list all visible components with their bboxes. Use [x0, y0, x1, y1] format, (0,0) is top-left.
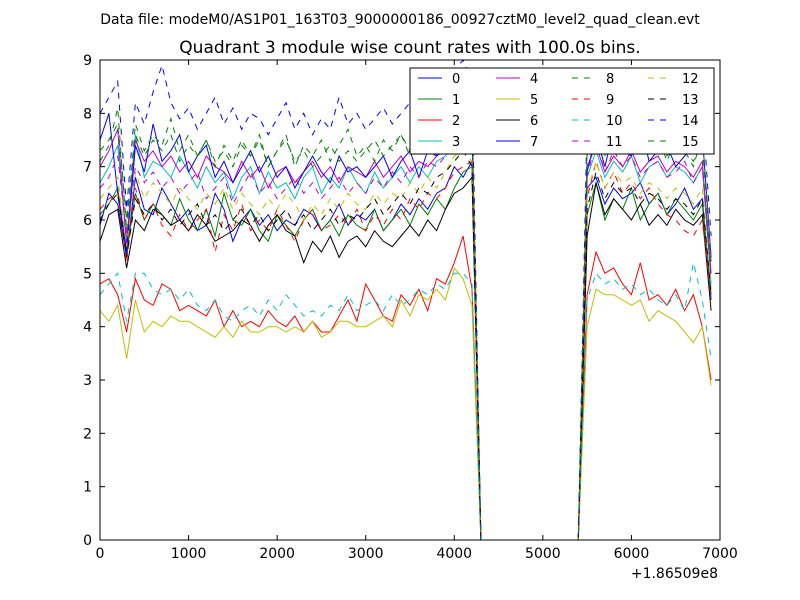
x-tick-label: 3000 [348, 546, 384, 562]
series-line-5 [100, 266, 712, 540]
legend-entry-3: 3 [418, 135, 460, 150]
x-tick-label: 5000 [525, 546, 561, 562]
x-offset-label: +1.86509e8 [631, 566, 718, 582]
legend-entry-1: 1 [418, 93, 460, 108]
x-tick-label: 1000 [171, 546, 207, 562]
y-tick-label: 2 [83, 426, 92, 442]
data-file-label: Data file: modeM0/AS1P01_163T03_90000001… [100, 12, 700, 28]
y-tick-label: 5 [83, 266, 92, 282]
series-line-11 [100, 123, 712, 540]
series-line-12 [100, 150, 712, 540]
series-line-2 [100, 235, 712, 540]
series-line-14 [100, 60, 712, 540]
series-line-10 [100, 262, 712, 540]
x-tick-label: 7000 [702, 546, 738, 562]
legend-entry-8: 8 [572, 72, 614, 87]
legend-box [409, 67, 715, 155]
legend-label: 3 [452, 135, 460, 150]
x-tick-label: 0 [96, 546, 105, 562]
series-line-6 [100, 175, 712, 540]
x-tick-label: 2000 [259, 546, 295, 562]
legend-label: 4 [530, 72, 538, 87]
legend-entry-5: 5 [496, 93, 538, 108]
series-line-13 [100, 149, 712, 540]
legend-label: 2 [452, 114, 460, 129]
y-tick-label: 6 [83, 213, 92, 229]
legend-label: 10 [606, 114, 623, 129]
legend-label: 0 [452, 72, 460, 87]
legend-entry-9: 9 [572, 93, 614, 108]
legend-label: 12 [682, 72, 699, 87]
legend-entry-10: 10 [572, 114, 623, 129]
plot-frame [99, 59, 721, 541]
series-line-0 [100, 159, 712, 540]
legend-entry-6: 6 [496, 114, 538, 129]
x-tick-label: 4000 [436, 546, 472, 562]
legend-entry-13: 13 [648, 93, 699, 108]
legend-label: 13 [682, 93, 699, 108]
legend-entry-11: 11 [572, 135, 623, 150]
series-layer [100, 60, 712, 540]
series-line-4 [100, 127, 712, 540]
y-tick-label: 7 [83, 160, 92, 176]
legend-label: 1 [452, 93, 460, 108]
legend-label: 11 [606, 135, 623, 150]
legend-entry-4: 4 [496, 72, 538, 87]
legend-entry-15: 15 [648, 135, 699, 150]
y-tick-label: 3 [83, 373, 92, 389]
legend-entry-12: 12 [648, 72, 699, 87]
legend-label: 7 [530, 135, 538, 150]
legend-entry-14: 14 [648, 114, 699, 129]
y-tick-label: 0 [83, 533, 92, 549]
legend-label: 14 [682, 114, 699, 129]
legend-label: 6 [530, 114, 538, 129]
legend-label: 8 [606, 72, 614, 87]
y-tick-label: 4 [83, 320, 92, 336]
y-tick-label: 1 [83, 480, 92, 496]
legend-label: 5 [530, 93, 538, 108]
chart-title: Quadrant 3 module wise count rates with … [179, 38, 640, 58]
y-tick-label: 9 [83, 53, 92, 69]
series-line-15 [100, 96, 712, 540]
series-line-8 [100, 90, 712, 540]
x-tick-label: 6000 [614, 546, 650, 562]
legend-entry-7: 7 [496, 135, 538, 150]
legend-label: 15 [682, 135, 699, 150]
legend-entry-2: 2 [418, 114, 460, 129]
legend-entry-0: 0 [418, 72, 460, 87]
y-tick-label: 8 [83, 106, 92, 122]
legend-label: 9 [606, 93, 614, 108]
